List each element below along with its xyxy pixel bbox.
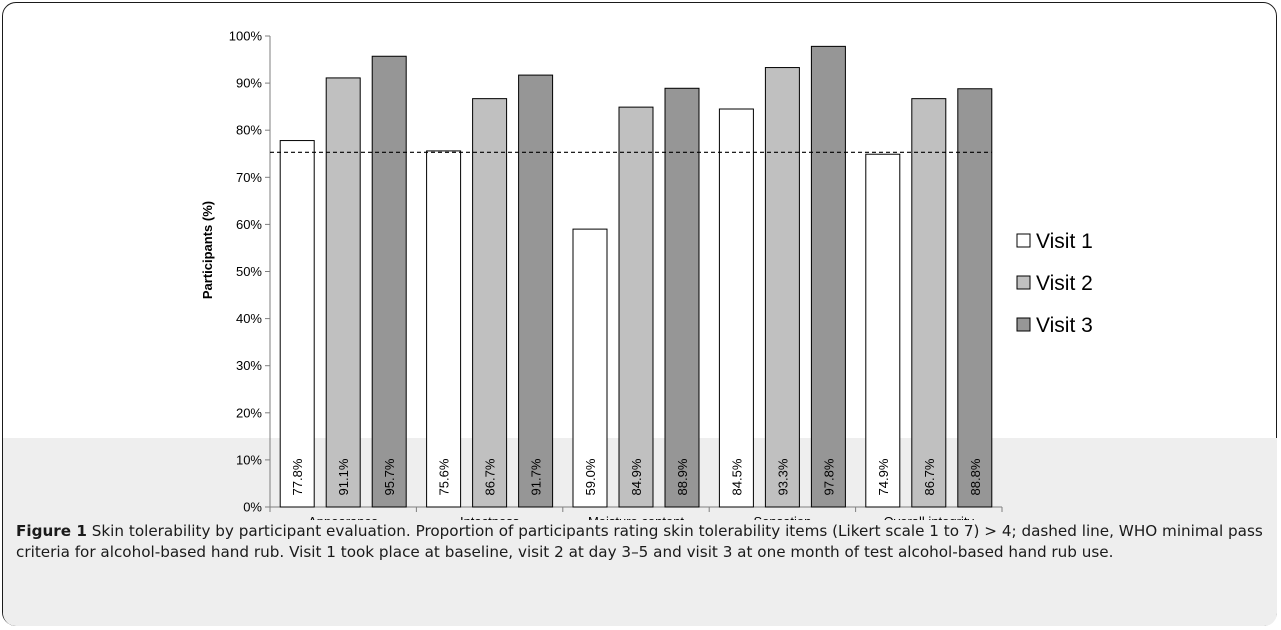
y-tick-label: 10% bbox=[236, 452, 262, 467]
bar bbox=[618, 106, 654, 508]
chart-bars bbox=[270, 45, 993, 508]
bar bbox=[664, 87, 700, 508]
bar bbox=[911, 98, 947, 508]
y-axis-label: Participants (%) bbox=[200, 201, 215, 299]
bar-data-label: 77.8% bbox=[290, 458, 305, 495]
bar-data-label: 97.8% bbox=[821, 458, 836, 495]
legend-swatch bbox=[1016, 317, 1031, 332]
y-tick-label: 70% bbox=[236, 170, 262, 185]
bar-data-label: 88.9% bbox=[675, 458, 690, 495]
y-tick-label: 50% bbox=[236, 264, 262, 279]
bar-chart: 0% 10% 20% 30% 40% 50% 60% 70% 80% 90% 100% Appeara… bbox=[200, 29, 1093, 521]
bar-data-label: 75.6% bbox=[437, 458, 452, 495]
x-tick-label: Appearance bbox=[308, 514, 378, 520]
bar bbox=[426, 150, 462, 508]
bar-data-label: 95.7% bbox=[382, 458, 397, 495]
legend-label: Visit 1 bbox=[1036, 230, 1093, 253]
bar bbox=[279, 140, 315, 508]
x-tick-label: Intactness bbox=[460, 514, 520, 520]
y-tick-label: 60% bbox=[236, 217, 262, 232]
chart-legend: Visit 1 Visit 2 Visit 3 bbox=[1016, 230, 1093, 337]
y-tick-label: 80% bbox=[236, 123, 262, 138]
bar bbox=[572, 228, 608, 508]
bar-data-label: 84.9% bbox=[629, 458, 644, 495]
bar-data-label: 91.1% bbox=[336, 458, 351, 495]
y-tick-label: 90% bbox=[236, 76, 262, 91]
x-tick-label: Overall integrity bbox=[884, 514, 975, 520]
x-tick-label: Sensation bbox=[753, 514, 811, 520]
bar-data-label: 59.0% bbox=[583, 458, 598, 495]
figure-caption: Figure 1 Skin tolerability by participan… bbox=[16, 521, 1266, 562]
y-tick-label: 30% bbox=[236, 358, 262, 373]
chart-data-labels: 77.8% 75.6% 59.0% 84.5% 74.9% 91.1% 86.7% 84.9%… bbox=[290, 458, 983, 495]
bar bbox=[810, 45, 846, 508]
bar bbox=[957, 88, 993, 508]
bar bbox=[718, 108, 754, 508]
bar bbox=[472, 98, 508, 508]
bar-data-label: 86.7% bbox=[922, 458, 937, 495]
bar bbox=[764, 67, 800, 508]
bar-data-label: 86.7% bbox=[483, 458, 498, 495]
legend-label: Visit 3 bbox=[1036, 314, 1093, 337]
bar-data-label: 91.7% bbox=[529, 458, 544, 495]
y-tick-label: 100% bbox=[229, 29, 263, 44]
y-tick-label: 0% bbox=[243, 500, 262, 515]
bar bbox=[325, 77, 361, 508]
bar bbox=[865, 153, 901, 508]
bar bbox=[518, 74, 554, 508]
bar-data-label: 74.9% bbox=[876, 458, 891, 495]
y-tick-label: 20% bbox=[236, 405, 262, 420]
y-tick-label: 40% bbox=[236, 311, 262, 326]
legend-swatch bbox=[1016, 233, 1031, 248]
bar-data-label: 93.3% bbox=[775, 458, 790, 495]
bar bbox=[371, 55, 407, 508]
figure-caption-text: Skin tolerability by participant evaluat… bbox=[16, 522, 1263, 561]
figure-label: Figure 1 bbox=[16, 522, 87, 540]
x-tick-label: Moisture content bbox=[588, 514, 684, 520]
legend-label: Visit 2 bbox=[1036, 272, 1093, 295]
legend-swatch bbox=[1016, 275, 1031, 290]
bar-data-label: 84.5% bbox=[729, 458, 744, 495]
bar-data-label: 88.8% bbox=[968, 458, 983, 495]
